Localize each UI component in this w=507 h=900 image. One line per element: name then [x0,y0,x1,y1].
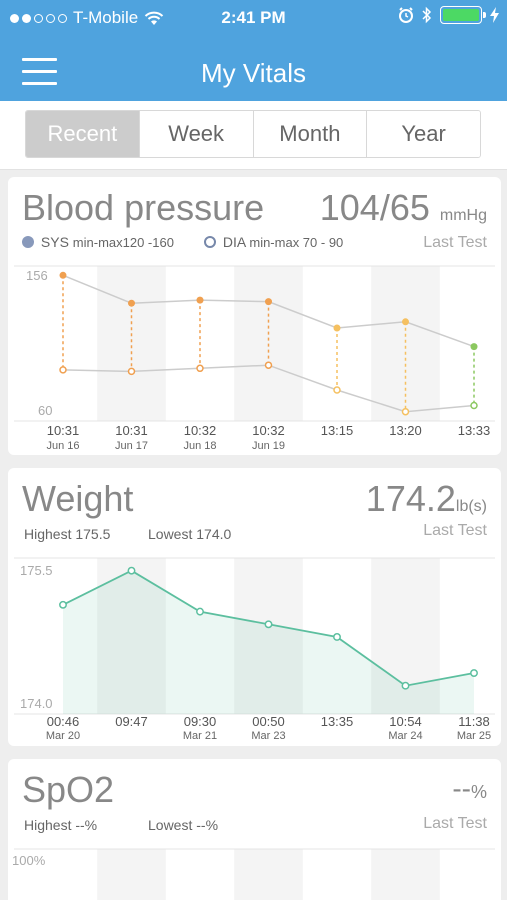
sys-point [59,271,67,279]
grid-band [371,849,440,900]
y-tick-label: 100% [12,853,46,868]
y-tick-label: 156 [26,268,48,283]
tab-year[interactable]: Year [367,111,480,157]
weight-point [264,620,273,629]
weight-point [401,681,410,690]
x-tick-label: Mar 20 [46,730,80,742]
sys-point [196,296,204,304]
x-tick-label: 13:15 [321,423,354,438]
x-tick-label: 13:35 [321,714,354,729]
weight-lowest: Lowest 174.0 [148,526,232,542]
x-tick-label: 09:30 [184,714,217,729]
card-title: Weight [22,478,134,519]
x-tick-label: 10:32 [252,423,285,438]
alarm-icon [399,7,413,23]
bp-value: 104/65 mmHg [319,187,487,228]
grid-band [234,849,303,900]
grid-band [371,266,440,421]
x-tick-label: Jun 16 [46,440,79,452]
x-tick-label: 10:31 [115,423,148,438]
spo2-card[interactable]: SpO2 --% Highest --% Lowest --% Last Tes… [8,759,501,900]
x-tick-label: 13:20 [389,423,422,438]
menu-icon[interactable] [22,58,57,86]
charging-icon [490,7,499,23]
card-title: SpO2 [22,769,115,810]
dia-point [59,366,67,374]
sys-legend: SYS min-max120 -160 [22,234,174,250]
dia-point [401,407,410,416]
weight-point [470,669,478,678]
page-title: My Vitals [201,58,306,88]
x-tick-label: Mar 24 [388,730,422,742]
grid-band [234,558,303,714]
x-tick-label: Jun 18 [183,440,216,452]
x-tick-label: 10:54 [389,714,422,729]
spo2-value: --% [452,773,487,804]
x-tick-label: Jun 19 [252,440,285,452]
tab-month[interactable]: Month [253,111,368,157]
x-tick-label: 11:38 [458,714,490,729]
x-tick-label: 13:33 [458,423,491,438]
x-tick-label: 00:50 [252,714,285,729]
dia-point [470,401,478,410]
sys-point [265,298,272,306]
y-tick-label: 175.5 [20,563,53,578]
grid-band [97,849,166,900]
sys-point [333,324,341,332]
app-header: T-Mobile 2:41 PM My Vitals [0,0,507,101]
clock: 2:41 PM [221,8,286,27]
weight-highest: Highest 175.5 [24,526,111,542]
spo2-last-test: Last Test [423,815,487,832]
spo2-highest: Highest --% [24,817,98,833]
x-tick-label: 10:32 [184,423,217,438]
tab-recent[interactable]: Recent [26,111,140,157]
x-tick-label: Mar 21 [183,730,217,742]
card-title: Blood pressure [22,187,265,228]
dia-point [264,361,273,369]
dia-legend: DIA min-max 70 - 90 [204,234,343,250]
wifi-icon [145,11,164,25]
range-selector: Recent Week Month Year [0,101,507,170]
x-tick-label: Mar 25 [457,730,491,742]
grid-band [97,266,166,421]
weight-value: 174.2lb(s) [365,478,487,519]
spo2-lowest: Lowest --% [148,817,219,833]
y-tick-label: 60 [38,403,52,418]
blood-pressure-card[interactable]: Blood pressure 104/65 mmHg SYS min-max12… [8,177,501,455]
weight-area [63,570,474,714]
sys-point [402,318,409,326]
blood-pressure-chart: 156 60 10:31 Jun 16 10:31 Jun 17 10:32 Jun 18 10… [14,265,495,452]
weight-point [59,600,67,609]
y-tick-label: 174.0 [20,696,53,711]
bluetooth-icon [422,6,432,24]
x-tick-label: 10:31 [47,423,80,438]
x-tick-label: 09:47 [115,714,148,729]
signal-strength-icon [10,13,67,23]
spo2-chart: 100% [12,848,495,900]
x-tick-label: 00:46 [47,714,80,729]
dia-point [333,386,341,394]
status-bar: T-Mobile 2:41 PM [0,0,507,36]
weight-point [196,607,204,616]
grid-band [234,266,303,421]
sys-point [470,343,478,351]
weight-point [333,633,341,641]
dia-legend-icon [204,236,216,248]
dia-point [196,364,204,373]
sys-point [128,299,135,307]
carrier-label: T-Mobile [73,8,139,27]
bp-last-test: Last Test [423,234,487,251]
x-tick-label: Mar 23 [251,730,285,742]
sys-legend-icon [22,236,34,248]
battery-icon [440,6,486,24]
tab-week[interactable]: Week [139,111,254,157]
weight-last-test: Last Test [423,522,487,539]
x-tick-label: Jun 17 [115,440,148,452]
weight-card[interactable]: Weight 174.2lb(s) Highest 175.5 Lowest 1… [8,468,501,746]
dia-point [127,367,136,376]
weight-point [127,566,136,575]
